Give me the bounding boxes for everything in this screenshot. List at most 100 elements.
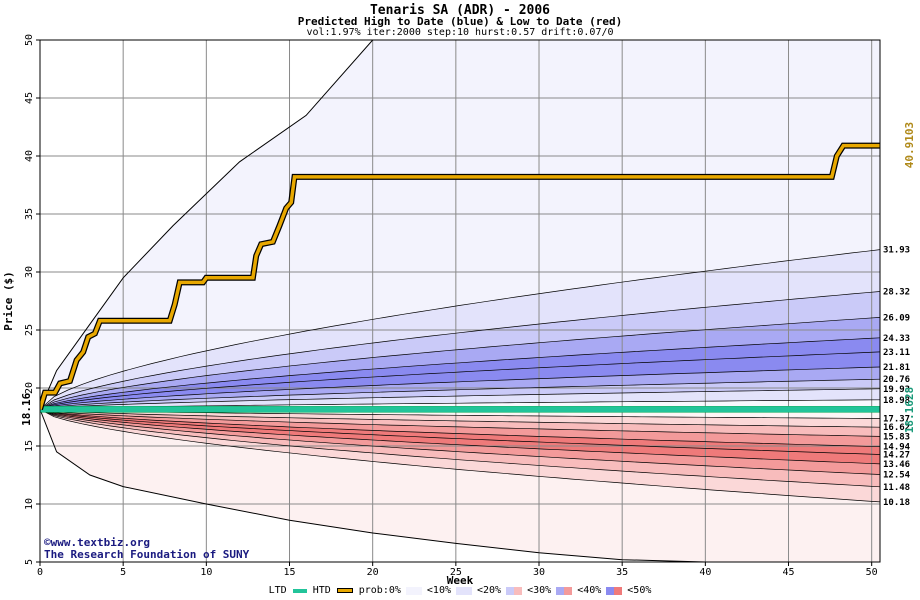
quantile-line-12: [40, 408, 880, 448]
credit-org: The Research Foundation of SUNY: [44, 548, 250, 561]
y-tick-label-50: 50: [24, 34, 35, 46]
quantile-line-11: [40, 408, 880, 437]
quantile-label-28.32: 28.32: [883, 287, 910, 297]
quantile-label-19.93: 19.93: [883, 385, 910, 395]
legend-b10: <10%: [426, 585, 451, 596]
quantile-line-13: [40, 408, 880, 455]
quantile-label-23.11: 23.11: [883, 348, 910, 358]
quantile-line-16: [40, 408, 880, 488]
legend-b40: <40%: [577, 585, 602, 596]
quantile-label-15.83: 15.83: [883, 432, 910, 442]
legend-swatch-blue-20: [456, 586, 472, 595]
quantile-line-4: [40, 351, 880, 410]
legend-b20: <20%: [477, 585, 502, 596]
quantile-label-12.54: 12.54: [883, 471, 911, 481]
legend-b50: <50%: [627, 585, 652, 596]
band-low-6: [40, 409, 880, 487]
quantile-label-21.81: 21.81: [883, 363, 910, 373]
quantile-label-16.62: 16.62: [883, 423, 910, 433]
y-tick-label-35: 35: [24, 208, 35, 220]
legend-swatch-blue-10: [405, 586, 422, 595]
x-tick-label-25: 25: [450, 567, 462, 578]
y-tick-label-5: 5: [24, 559, 35, 565]
quantile-label-31.93: 31.93: [883, 246, 910, 256]
band-high-0: [40, 249, 880, 410]
quantile-line-1: [40, 291, 880, 410]
legend-swatch-40: [556, 586, 573, 595]
x-tick-label-15: 15: [283, 567, 295, 578]
credit-url: ©www.textbiz.org: [44, 536, 150, 549]
quantile-label-18.98: 18.98: [883, 396, 910, 406]
legend-swatch-50: [606, 586, 623, 595]
band-low-7: [40, 409, 880, 502]
envelope-low-line: [40, 409, 706, 562]
y-tick-label-45: 45: [24, 92, 35, 104]
legend-htd-swatch: [336, 588, 353, 593]
y-tick-label-30: 30: [24, 266, 35, 278]
x-tick-label-5: 5: [120, 567, 126, 578]
chart-params: vol:1.97% iter:2000 step:10 hurst:0.57 d…: [306, 27, 614, 38]
quantile-label-17.37: 17.37: [883, 415, 910, 425]
x-tick-label-30: 30: [533, 567, 545, 578]
legend-swatch-30: [506, 586, 523, 595]
x-tick-label-20: 20: [367, 567, 379, 578]
x-tick-label-0: 0: [37, 567, 43, 578]
y-tick-label-15: 15: [24, 440, 35, 452]
quantile-label-24.33: 24.33: [883, 334, 910, 344]
legend-ltd-swatch: [292, 588, 307, 593]
plot-frame: [39, 39, 881, 563]
start-price-label: 18.16: [20, 392, 33, 425]
y-tick-label-10: 10: [24, 498, 35, 510]
envelope-high-line: [40, 40, 374, 410]
band-high-1: [40, 291, 880, 410]
quantile-line-3: [40, 337, 880, 410]
chart-subtitle: Predicted High to Date (blue) & Low to D…: [297, 15, 623, 28]
quantile-line-5: [40, 366, 880, 410]
legend-ltd-label: LTD: [268, 585, 287, 596]
band-low-1: [40, 409, 880, 437]
band-low-2: [40, 409, 880, 447]
legend-b30: <30%: [527, 585, 552, 596]
quantile-line-6: [40, 378, 880, 410]
x-axis-label: Week: [447, 574, 474, 587]
htd-line: [40, 143, 880, 410]
legend: LTD HTD prob:0% <10% <20% <30% <40% <50%: [0, 585, 920, 596]
quantile-line-0: [40, 249, 880, 410]
band-high-3: [40, 337, 880, 410]
x-tick-label-40: 40: [699, 567, 711, 578]
band-low-4: [40, 409, 880, 464]
band-low-0: [40, 409, 880, 428]
band-low-3: [40, 409, 880, 455]
band-high-7: [40, 388, 880, 410]
y-axis-label: Price ($): [2, 271, 15, 331]
plot-area: [40, 40, 880, 562]
ltd-line: [40, 406, 880, 413]
x-tick-label-35: 35: [616, 567, 628, 578]
quantile-label-20.76: 20.76: [883, 375, 910, 385]
quantile-label-11.48: 11.48: [883, 483, 910, 493]
quantile-line-15: [40, 408, 880, 475]
y-tick-label-40: 40: [24, 150, 35, 162]
quantile-line-10: [40, 408, 880, 428]
x-tick-label-45: 45: [782, 567, 794, 578]
htd-final-label: 40.9103: [903, 122, 916, 168]
quantile-line-14: [40, 408, 880, 465]
band-high-6: [40, 379, 880, 410]
quantile-label-14.94: 14.94: [883, 443, 911, 453]
band-low-5: [40, 409, 880, 475]
quantile-label-13.46: 13.46: [883, 460, 910, 470]
quantile-label-14.27: 14.27: [883, 450, 910, 460]
band-high-4: [40, 351, 880, 410]
y-tick-label-25: 25: [24, 324, 35, 336]
ltd-final-label: 18.1628: [903, 387, 916, 433]
chart-title: Tenaris SA (ADR) - 2006: [369, 3, 550, 18]
quantile-label-10.18: 10.18: [883, 498, 910, 508]
quantile-line-7: [40, 388, 880, 410]
quantile-label-26.09: 26.09: [883, 313, 910, 323]
legend-htd-label: HTD: [312, 585, 331, 596]
legend-prob-label: prob:0%: [358, 585, 401, 596]
band-high-2: [40, 317, 880, 410]
x-tick-label-50: 50: [866, 567, 878, 578]
y-tick-label-20: 20: [24, 382, 35, 394]
